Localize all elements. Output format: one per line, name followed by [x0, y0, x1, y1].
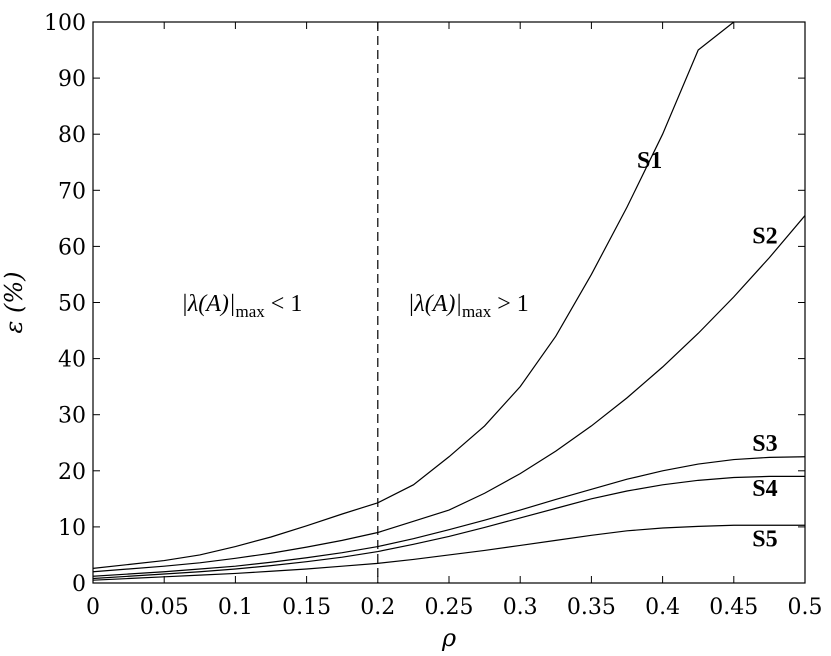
series-label-s4: S4 [752, 476, 777, 502]
y-tick-label: 90 [58, 67, 86, 92]
region-label-right: |λ(A)|max > 1 [408, 291, 529, 321]
series-line-s1 [93, 22, 735, 570]
series-line-s4 [93, 475, 805, 580]
x-tick-label: 0.5 [788, 595, 823, 620]
y-tick-label: 30 [58, 404, 86, 429]
y-tick-label: 60 [58, 235, 86, 260]
series-label-s2: S2 [752, 224, 777, 250]
axis-ticks: 0 0.05 0.1 0.15 0.2 0.25 0.3 0.35 0.4 0.45 0.5 0 10 2… [44, 11, 823, 620]
y-tick-label: 70 [58, 179, 86, 204]
y-tick-label: 0 [72, 572, 86, 597]
x-tick-label: 0.35 [567, 595, 616, 620]
x-tick-label: 0.2 [360, 595, 395, 620]
y-tick-label: 50 [58, 292, 86, 317]
y-tick-label: 10 [58, 516, 86, 541]
y-tick-label: 40 [58, 348, 86, 373]
x-axis-label: ρ [441, 624, 456, 652]
x-tick-label: 0.3 [503, 595, 538, 620]
x-tick-label: 0.15 [282, 595, 331, 620]
x-tick-label: 0.05 [140, 595, 189, 620]
series-line-s3 [93, 456, 805, 577]
series-label-s3: S3 [752, 431, 777, 457]
x-tick-label: 0.25 [425, 595, 474, 620]
series-label-s1: S1 [637, 148, 662, 174]
series-line-s2 [93, 215, 805, 573]
y-tick-label: 100 [44, 11, 86, 36]
y-axis-label: ε (%) [0, 271, 28, 333]
series-lines [93, 22, 805, 583]
y-tick-label: 20 [58, 460, 86, 485]
x-tick-label: 0.1 [218, 595, 253, 620]
x-tick-label: 0 [86, 595, 100, 620]
region-label-left: |λ(A)|max < 1 [181, 291, 302, 321]
annotations: S1 S2 S3 S4 S5 |λ(A)|max < 1 |λ(A)|max > 1 [181, 148, 777, 553]
series-label-s5: S5 [752, 527, 777, 553]
x-tick-label: 0.4 [645, 595, 680, 620]
x-tick-label: 0.45 [709, 595, 758, 620]
series-line-s5 [93, 524, 805, 581]
y-tick-label: 80 [58, 123, 86, 148]
